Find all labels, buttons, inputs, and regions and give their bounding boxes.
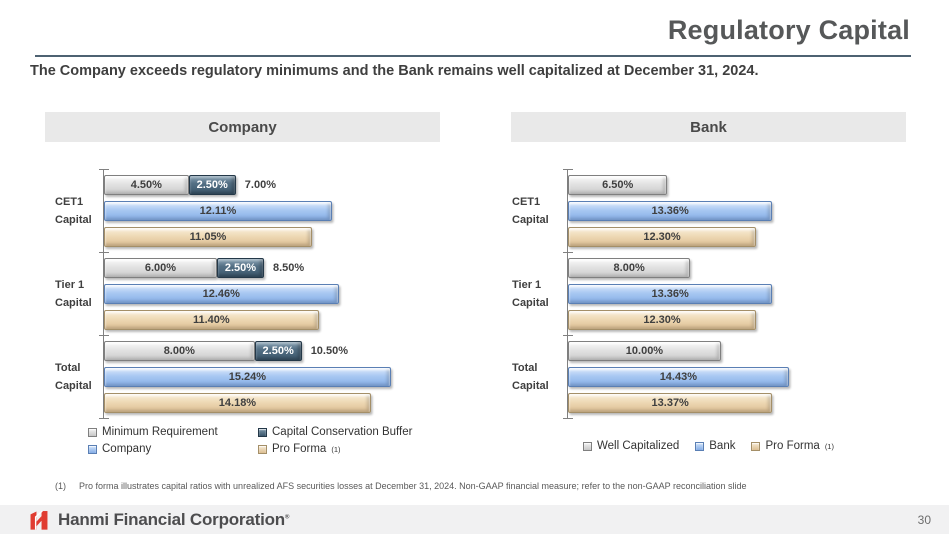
- bar-well-capitalized: 10.00%: [568, 341, 721, 361]
- bar-bank: 14.43%: [568, 367, 789, 387]
- legend-item-pro-forma: Pro Forma (1): [258, 443, 412, 455]
- legend-item-well-capitalized: Well Capitalized: [583, 440, 679, 452]
- legend-footnote-ref: (1): [331, 444, 341, 454]
- bar-minimum-requirement: 6.00%: [104, 258, 217, 278]
- legend-label: Pro Forma: [765, 440, 820, 452]
- category-group-total-capital: 8.00% 2.50% 10.50% 15.24% 14.18%: [99, 335, 475, 419]
- bar-bank: 13.36%: [568, 201, 773, 221]
- legend-swatch-icon: [695, 441, 705, 451]
- footnote-marker: (1): [55, 481, 66, 491]
- bar-row-pro-forma: 13.37%: [568, 393, 939, 413]
- bar-row-pro-forma: 11.05%: [104, 227, 475, 247]
- stack-total-label: 8.50%: [272, 262, 305, 274]
- footer-company-text: Hanmi Financial Corporation: [58, 509, 285, 529]
- legend-swatch-icon: [583, 441, 593, 451]
- legend-label: Well Capitalized: [597, 440, 680, 452]
- legend-swatch-icon: [88, 444, 97, 454]
- bar-capital-conservation-buffer: 2.50%: [216, 258, 264, 278]
- bar-capital-conservation-buffer: 2.50%: [188, 175, 236, 195]
- bar-row-company: 15.24%: [104, 367, 475, 387]
- bar-well-capitalized: 8.00%: [568, 258, 691, 278]
- legend-label: Minimum Requirement: [102, 426, 218, 438]
- footer: Hanmi Financial Corporation® 30: [0, 505, 949, 534]
- legend-label: Bank: [709, 440, 736, 452]
- footnote-text: Pro forma illustrates capital ratios wit…: [79, 481, 747, 491]
- bar-row-bank: 13.36%: [568, 284, 939, 304]
- hanmi-logo-icon: [30, 510, 48, 530]
- panel-header-bank: Bank: [511, 112, 906, 142]
- legend-swatch-icon: [258, 444, 267, 454]
- bank-chart: CET1 Capital 6.50% 13.36% 12.30% Tier 1 Capita…: [512, 169, 939, 419]
- bar-capital-conservation-buffer: 2.50%: [254, 341, 302, 361]
- legend-item-capital-conservation-buffer: Capital Conservation Buffer: [258, 426, 412, 438]
- bar-row-pro-forma: 12.30%: [568, 227, 939, 247]
- company-legend: Minimum Requirement Capital Conservation …: [88, 426, 412, 455]
- bar-pro-forma: 11.05%: [104, 227, 312, 247]
- category-group-tier-1-capital: 8.00% 13.36% 12.30%: [563, 252, 939, 336]
- title-rule: [35, 55, 911, 57]
- category-label-tier-1-capital: Tier 1 Capital: [55, 279, 92, 309]
- category-label-total-capital: Total Capital: [55, 362, 92, 392]
- bar-pro-forma: 14.18%: [104, 393, 371, 413]
- category-label-cet1-capital: CET1 Capital: [55, 196, 92, 226]
- bar-row-pro-forma: 14.18%: [104, 393, 475, 413]
- legend-swatch-icon: [258, 427, 267, 437]
- category-group-cet1-capital: 4.50% 2.50% 7.00% 12.11% 11.05%: [99, 169, 475, 253]
- page-number: 30: [917, 512, 931, 527]
- stacked-bar-row: 10.00%: [568, 341, 939, 361]
- bar-company: 15.24%: [104, 367, 391, 387]
- category-label-cet1-capital: CET1 Capital: [512, 196, 549, 226]
- stack-total-label: 10.50%: [310, 345, 348, 357]
- stacked-bar-row: 8.00% 2.50% 10.50%: [104, 341, 475, 361]
- bar-row-company: 12.11%: [104, 201, 475, 221]
- category-group-cet1-capital: 6.50% 13.36% 12.30%: [563, 169, 939, 253]
- bar-pro-forma: 11.40%: [104, 310, 319, 330]
- legend-swatch-icon: [751, 441, 761, 451]
- bar-minimum-requirement: 4.50%: [104, 175, 189, 195]
- trademark-symbol: ®: [284, 513, 290, 520]
- bar-company: 12.46%: [104, 284, 339, 304]
- legend-item-company: Company: [88, 443, 258, 455]
- legend-swatch-icon: [88, 427, 97, 437]
- legend-item-bank: Bank: [695, 440, 735, 452]
- category-label-total-capital: Total Capital: [512, 362, 549, 392]
- category-group-total-capital: 10.00% 14.43% 13.37%: [563, 335, 939, 419]
- bar-company: 12.11%: [104, 201, 332, 221]
- legend-label: Company: [102, 443, 152, 455]
- category-group-tier-1-capital: 6.00% 2.50% 8.50% 12.46% 11.40%: [99, 252, 475, 336]
- bar-minimum-requirement: 8.00%: [104, 341, 255, 361]
- stacked-bar-row: 6.00% 2.50% 8.50%: [104, 258, 475, 278]
- legend-label: Capital Conservation Buffer: [272, 426, 413, 438]
- legend-item-pro-forma: Pro Forma (1): [751, 440, 834, 452]
- page-title: Regulatory Capital: [667, 15, 910, 45]
- stacked-bar-row: 6.50%: [568, 175, 939, 195]
- bar-bank: 13.36%: [568, 284, 773, 304]
- bar-row-bank: 14.43%: [568, 367, 939, 387]
- category-label-tier-1-capital: Tier 1 Capital: [512, 279, 549, 309]
- bar-row-company: 12.46%: [104, 284, 475, 304]
- bar-row-pro-forma: 11.40%: [104, 310, 475, 330]
- stack-total-label: 7.00%: [244, 179, 276, 191]
- bank-legend: Well Capitalized Bank Pro Forma (1): [511, 440, 906, 452]
- bar-row-pro-forma: 12.30%: [568, 310, 939, 330]
- legend-item-minimum-requirement: Minimum Requirement: [88, 426, 258, 438]
- bar-pro-forma: 12.30%: [568, 227, 757, 247]
- bar-pro-forma: 13.37%: [568, 393, 773, 413]
- legend-label: Pro Forma: [272, 443, 327, 455]
- bar-pro-forma: 12.30%: [568, 310, 757, 330]
- footnote: (1) Pro forma illustrates capital ratios…: [55, 481, 905, 491]
- bar-row-bank: 13.36%: [568, 201, 939, 221]
- company-chart: CET1 Capital 4.50% 2.50% 7.00% 12.11% 11.05% Ti…: [55, 169, 475, 419]
- panel-header-company: Company: [45, 112, 440, 142]
- bar-well-capitalized: 6.50%: [568, 175, 668, 195]
- stacked-bar-row: 8.00%: [568, 258, 939, 278]
- stacked-bar-row: 4.50% 2.50% 7.00%: [104, 175, 475, 195]
- subtitle: The Company exceeds regulatory minimums …: [30, 63, 759, 79]
- legend-footnote-ref: (1): [824, 441, 834, 451]
- footer-company-name: Hanmi Financial Corporation®: [58, 510, 289, 530]
